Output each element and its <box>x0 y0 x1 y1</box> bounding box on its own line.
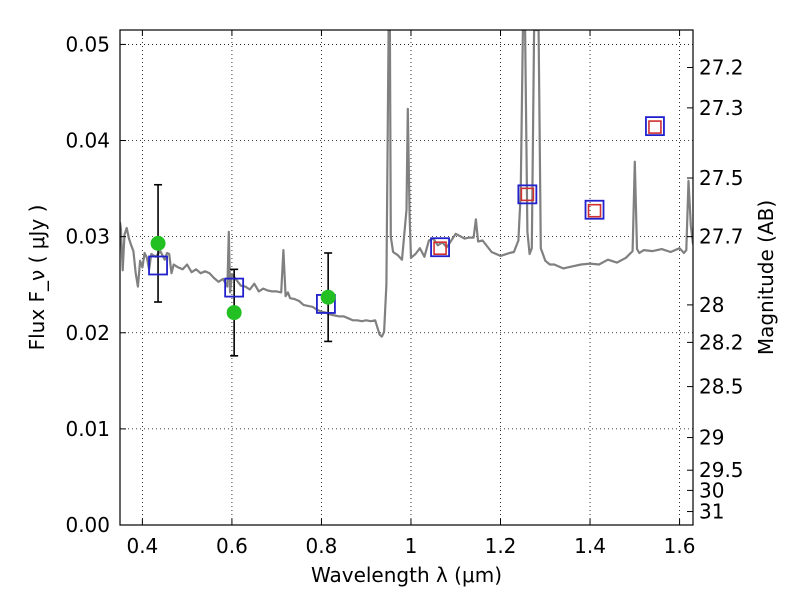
y-tick-label: 0.03 <box>65 225 110 249</box>
right-tick-label: 28.5 <box>699 375 744 399</box>
model-square <box>224 277 245 298</box>
x-tick-label: 1.2 <box>485 534 517 558</box>
right-tick-label: 27.5 <box>699 166 744 190</box>
y-right-axis-label: Magnitude (AB) <box>754 200 778 355</box>
observed-point <box>226 305 242 321</box>
right-tick-label: 28.2 <box>699 330 744 354</box>
model-inner-square <box>433 241 447 255</box>
x-tick-label: 1.4 <box>574 534 606 558</box>
observed-point <box>320 289 336 305</box>
y-axis-label: Flux F_ν ( μJy ) <box>25 205 49 351</box>
model-square <box>584 199 605 220</box>
right-tick-label: 30 <box>699 478 724 502</box>
observed-point <box>150 235 166 251</box>
x-tick-label: 0.8 <box>306 534 338 558</box>
model-inner-square <box>520 187 535 202</box>
y-tick-label: 0.00 <box>65 513 110 537</box>
right-tick-label: 27.7 <box>699 225 744 249</box>
spectrum-line <box>120 30 693 338</box>
x-tick-label: 0.6 <box>216 534 248 558</box>
right-tick-label: 29 <box>699 426 724 450</box>
grid-layer <box>120 30 693 526</box>
y-tick-label: 0.02 <box>65 321 110 345</box>
right-tick-label: 27.3 <box>699 96 744 120</box>
plot-data-layer <box>120 30 693 357</box>
x-axis-label: Wavelength λ (μm) <box>311 563 502 587</box>
y-tick-label: 0.01 <box>65 417 110 441</box>
model-square <box>430 237 450 258</box>
model-inner-square <box>587 203 602 218</box>
x-tick-label: 0.4 <box>126 534 158 558</box>
model-square <box>148 255 168 276</box>
y-tick-label: 0.05 <box>65 32 110 56</box>
y-tick-label: 0.04 <box>65 129 110 153</box>
model-square <box>517 184 538 205</box>
right-tick-label: 28 <box>699 293 724 317</box>
right-tick-label: 31 <box>699 500 724 524</box>
plot-frame <box>119 29 694 526</box>
model-inner-square <box>648 120 662 134</box>
right-tick-label: 27.2 <box>699 55 744 79</box>
x-tick-label: 1.6 <box>664 534 696 558</box>
x-tick-label: 1 <box>405 534 418 558</box>
tick-layer: 0.4 0.6 0.8 1 1.2 1.4 1.6 0.00 0.01 0.02 0.03 0.04 0… <box>65 30 744 558</box>
right-tick-label: 29.5 <box>699 458 744 482</box>
model-square <box>645 116 665 137</box>
